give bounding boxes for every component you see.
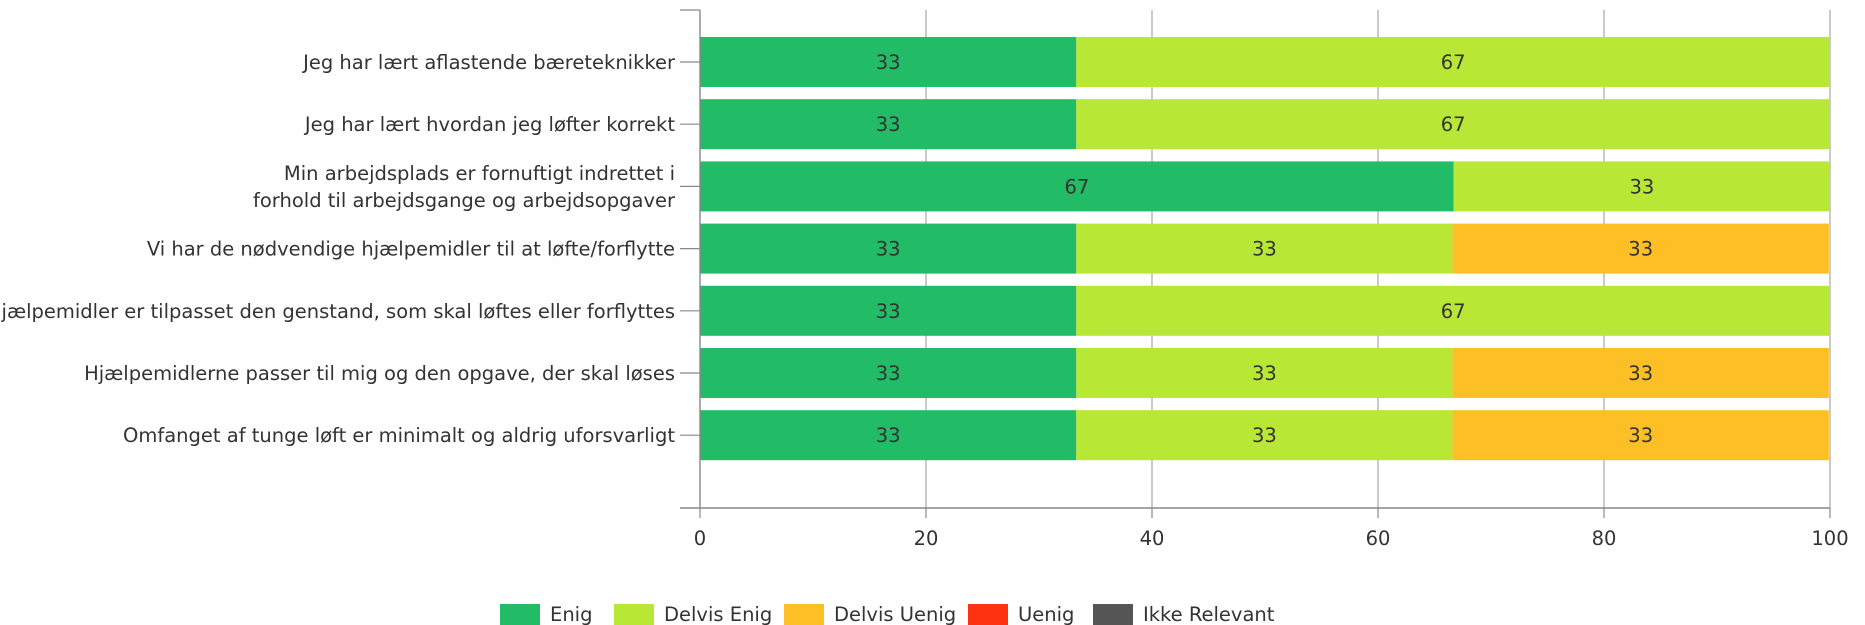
data-label: 33: [1628, 238, 1653, 261]
legend-label: Delvis Enig: [664, 603, 772, 625]
data-label: 33: [876, 238, 901, 261]
category-label: Hjælpemidlerne passer til mig og den opg…: [84, 362, 675, 385]
data-label: 67: [1441, 51, 1466, 74]
bar-segment: [1076, 223, 1453, 274]
category-labels: Jeg har lært aflastende bæreteknikker Jeg…: [0, 51, 676, 447]
x-tick-label: 20: [914, 527, 939, 550]
bar-segment: [700, 37, 1077, 87]
data-label: 33: [876, 113, 901, 136]
category-label: Jeg har lært hvordan jeg løfter korrekt: [303, 113, 675, 136]
x-tick-labels: 0 20 40 60 80 100: [694, 527, 1849, 550]
legend-label: Enig: [550, 603, 592, 625]
x-tick-label: 60: [1366, 527, 1391, 550]
bar-segment: [1076, 99, 1830, 150]
bar-segment: [1452, 410, 1829, 461]
bar-segment: [1452, 348, 1829, 398]
legend-label: Delvis Uenig: [834, 603, 956, 625]
x-tick-label: 80: [1592, 527, 1617, 550]
data-label: 33: [1252, 424, 1277, 447]
bar-segment: [1076, 37, 1830, 87]
bar-segment: [1076, 285, 1830, 336]
legend-swatch: [968, 604, 1008, 625]
category-label: Omfanget af tunge løft er minimalt og al…: [123, 424, 675, 447]
category-label: Min arbejdsplads er fornuftigt indrettet…: [284, 162, 675, 185]
category-label: forhold til arbejdsgange og arbejdsopgav…: [253, 189, 676, 212]
x-tick-label: 40: [1140, 527, 1165, 550]
data-label: 33: [876, 424, 901, 447]
legend-swatch: [784, 604, 824, 625]
bar-segment: [700, 161, 1454, 212]
legend-label: Ikke Relevant: [1143, 603, 1275, 625]
bar-segment: [700, 223, 1077, 274]
data-label: 33: [876, 362, 901, 385]
data-label: 67: [1064, 175, 1089, 198]
legend: Enig Delvis Enig Delvis Uenig Uenig Ikke Rel…: [500, 603, 1275, 625]
legend-label: Uenig: [1018, 603, 1074, 625]
x-tick-label: 100: [1811, 527, 1848, 550]
bar-segment: [1453, 161, 1830, 212]
bar-segment: [700, 285, 1077, 336]
data-label: 33: [1628, 362, 1653, 385]
bar-segment: [1452, 223, 1829, 274]
category-label: Hjælpemidler er tilpasset den genstand, …: [0, 300, 675, 323]
bar-segment: [1076, 410, 1453, 461]
bar-segment: [700, 348, 1077, 398]
data-label: 33: [1629, 175, 1654, 198]
legend-swatch: [614, 604, 654, 625]
data-label: 33: [876, 300, 901, 323]
data-label: 33: [1252, 238, 1277, 261]
data-label: 67: [1441, 113, 1466, 136]
category-label: Vi har de nødvendige hjælpemidler til at…: [147, 238, 675, 261]
x-tick-label: 0: [694, 527, 706, 550]
bars: 33 67 33 67 67 33 33 33 33 33 67 33 33 33 33 33 33: [700, 37, 1830, 461]
axes: [680, 9, 1831, 518]
data-label: 33: [876, 51, 901, 74]
category-label: Jeg har lært aflastende bæreteknikker: [301, 51, 676, 74]
legend-swatch: [1093, 604, 1133, 625]
data-label: 33: [1628, 424, 1653, 447]
legend-swatch: [500, 604, 540, 625]
bar-segment: [700, 99, 1077, 150]
data-label: 67: [1441, 300, 1466, 323]
data-label: 33: [1252, 362, 1277, 385]
bar-segment: [1076, 348, 1453, 398]
bar-segment: [700, 410, 1077, 461]
